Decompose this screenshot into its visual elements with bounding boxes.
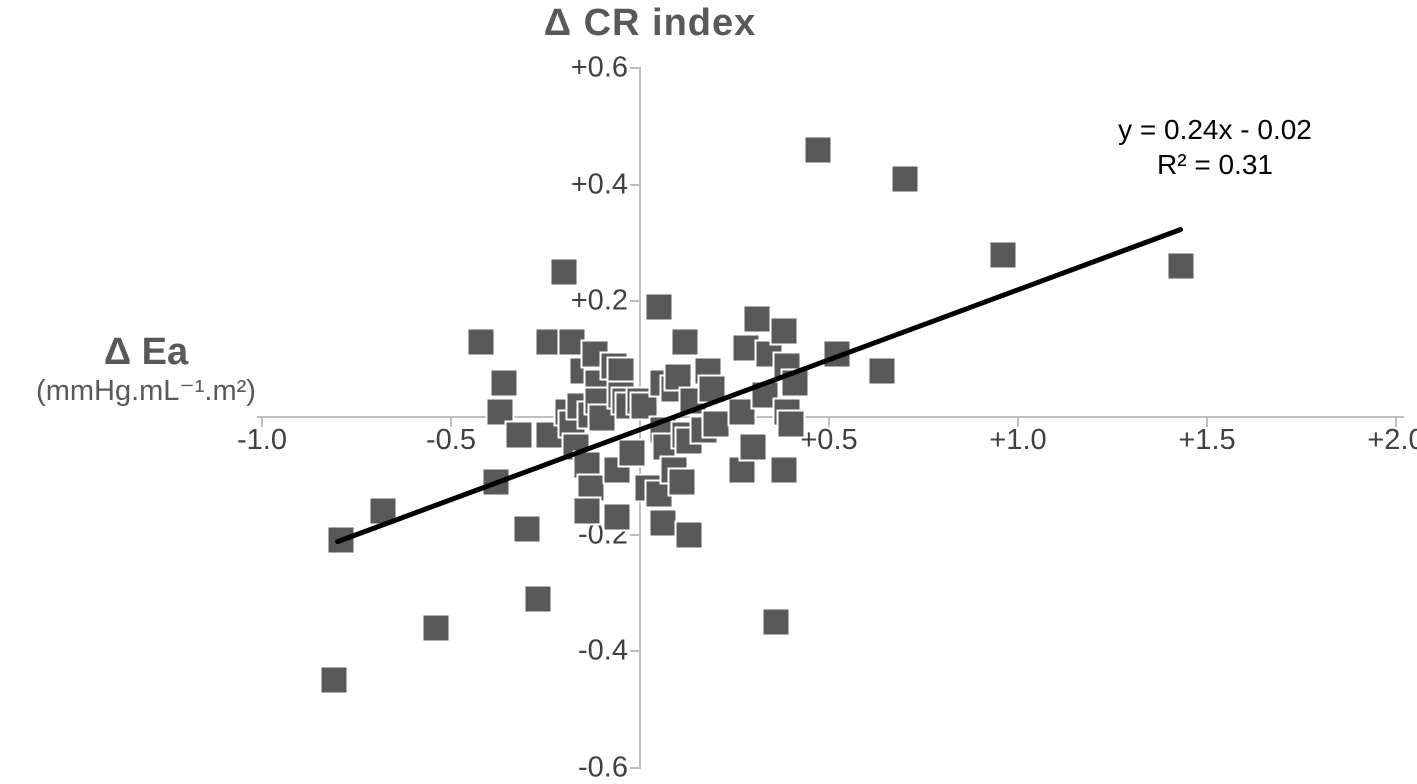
data-point [867, 356, 897, 386]
x-tick-mark [1395, 417, 1397, 427]
data-point [466, 327, 496, 357]
data-point [667, 467, 697, 497]
y-tick-label: +0.2 [570, 284, 628, 317]
y-tick-label: +0.6 [570, 51, 628, 84]
data-point [738, 432, 768, 462]
horizontal-axis-units: (mmHg.mL⁻¹.m²) [36, 375, 256, 407]
data-point [742, 304, 772, 334]
y-tick-label: -0.4 [578, 634, 628, 667]
horizontal-axis-title: Δ Ea [103, 331, 189, 373]
data-point [988, 240, 1018, 270]
data-point [701, 409, 731, 439]
data-point [697, 374, 727, 404]
x-tick-label: +1.0 [989, 424, 1047, 456]
y-tick-mark [630, 67, 639, 70]
data-point [602, 502, 632, 532]
data-point [674, 520, 704, 550]
x-tick-mark [1206, 417, 1208, 427]
horizontal-axis-title-block: Δ Ea (mmHg.mL⁻¹.m²) [0, 330, 292, 408]
x-tick-label: -1.0 [237, 424, 287, 456]
y-tick-label: -0.6 [578, 751, 628, 784]
equation-label: y = 0.24x - 0.02 [1118, 114, 1312, 145]
r-squared-label: R² = 0.31 [1157, 149, 1273, 180]
data-point [776, 409, 806, 439]
y-tick-mark [630, 300, 639, 303]
data-point [512, 514, 542, 544]
data-point [319, 665, 349, 695]
x-tick-label: +1.5 [1178, 424, 1236, 456]
vertical-axis-title: Δ CR index [543, 2, 757, 44]
data-point [326, 525, 356, 555]
data-point [421, 613, 451, 643]
y-tick-label: +0.4 [570, 168, 628, 201]
data-point [803, 135, 833, 165]
y-tick-mark [630, 650, 639, 653]
data-point [822, 339, 852, 369]
data-point [368, 496, 398, 526]
x-axis-line [257, 416, 1404, 418]
y-tick-mark [630, 183, 639, 186]
data-point [617, 438, 647, 468]
data-point [549, 257, 579, 287]
y-tick-mark [630, 533, 639, 536]
data-point [644, 292, 674, 322]
x-tick-mark [261, 417, 263, 427]
data-point [769, 455, 799, 485]
data-point [489, 368, 519, 398]
data-point [761, 607, 791, 637]
x-tick-label: +2.0 [1367, 424, 1417, 456]
regression-annotation: y = 0.24x - 0.02 R² = 0.31 [1060, 112, 1370, 182]
y-tick-mark [630, 766, 639, 769]
data-point [780, 368, 810, 398]
data-point [572, 496, 602, 526]
data-point [523, 584, 553, 614]
x-tick-label: +0.5 [800, 424, 858, 456]
data-point [890, 164, 920, 194]
data-point [1166, 251, 1196, 281]
data-point [648, 508, 678, 538]
data-point [670, 327, 700, 357]
x-tick-label: -0.5 [426, 424, 476, 456]
data-point [504, 420, 534, 450]
data-point [481, 467, 511, 497]
data-point [769, 316, 799, 346]
